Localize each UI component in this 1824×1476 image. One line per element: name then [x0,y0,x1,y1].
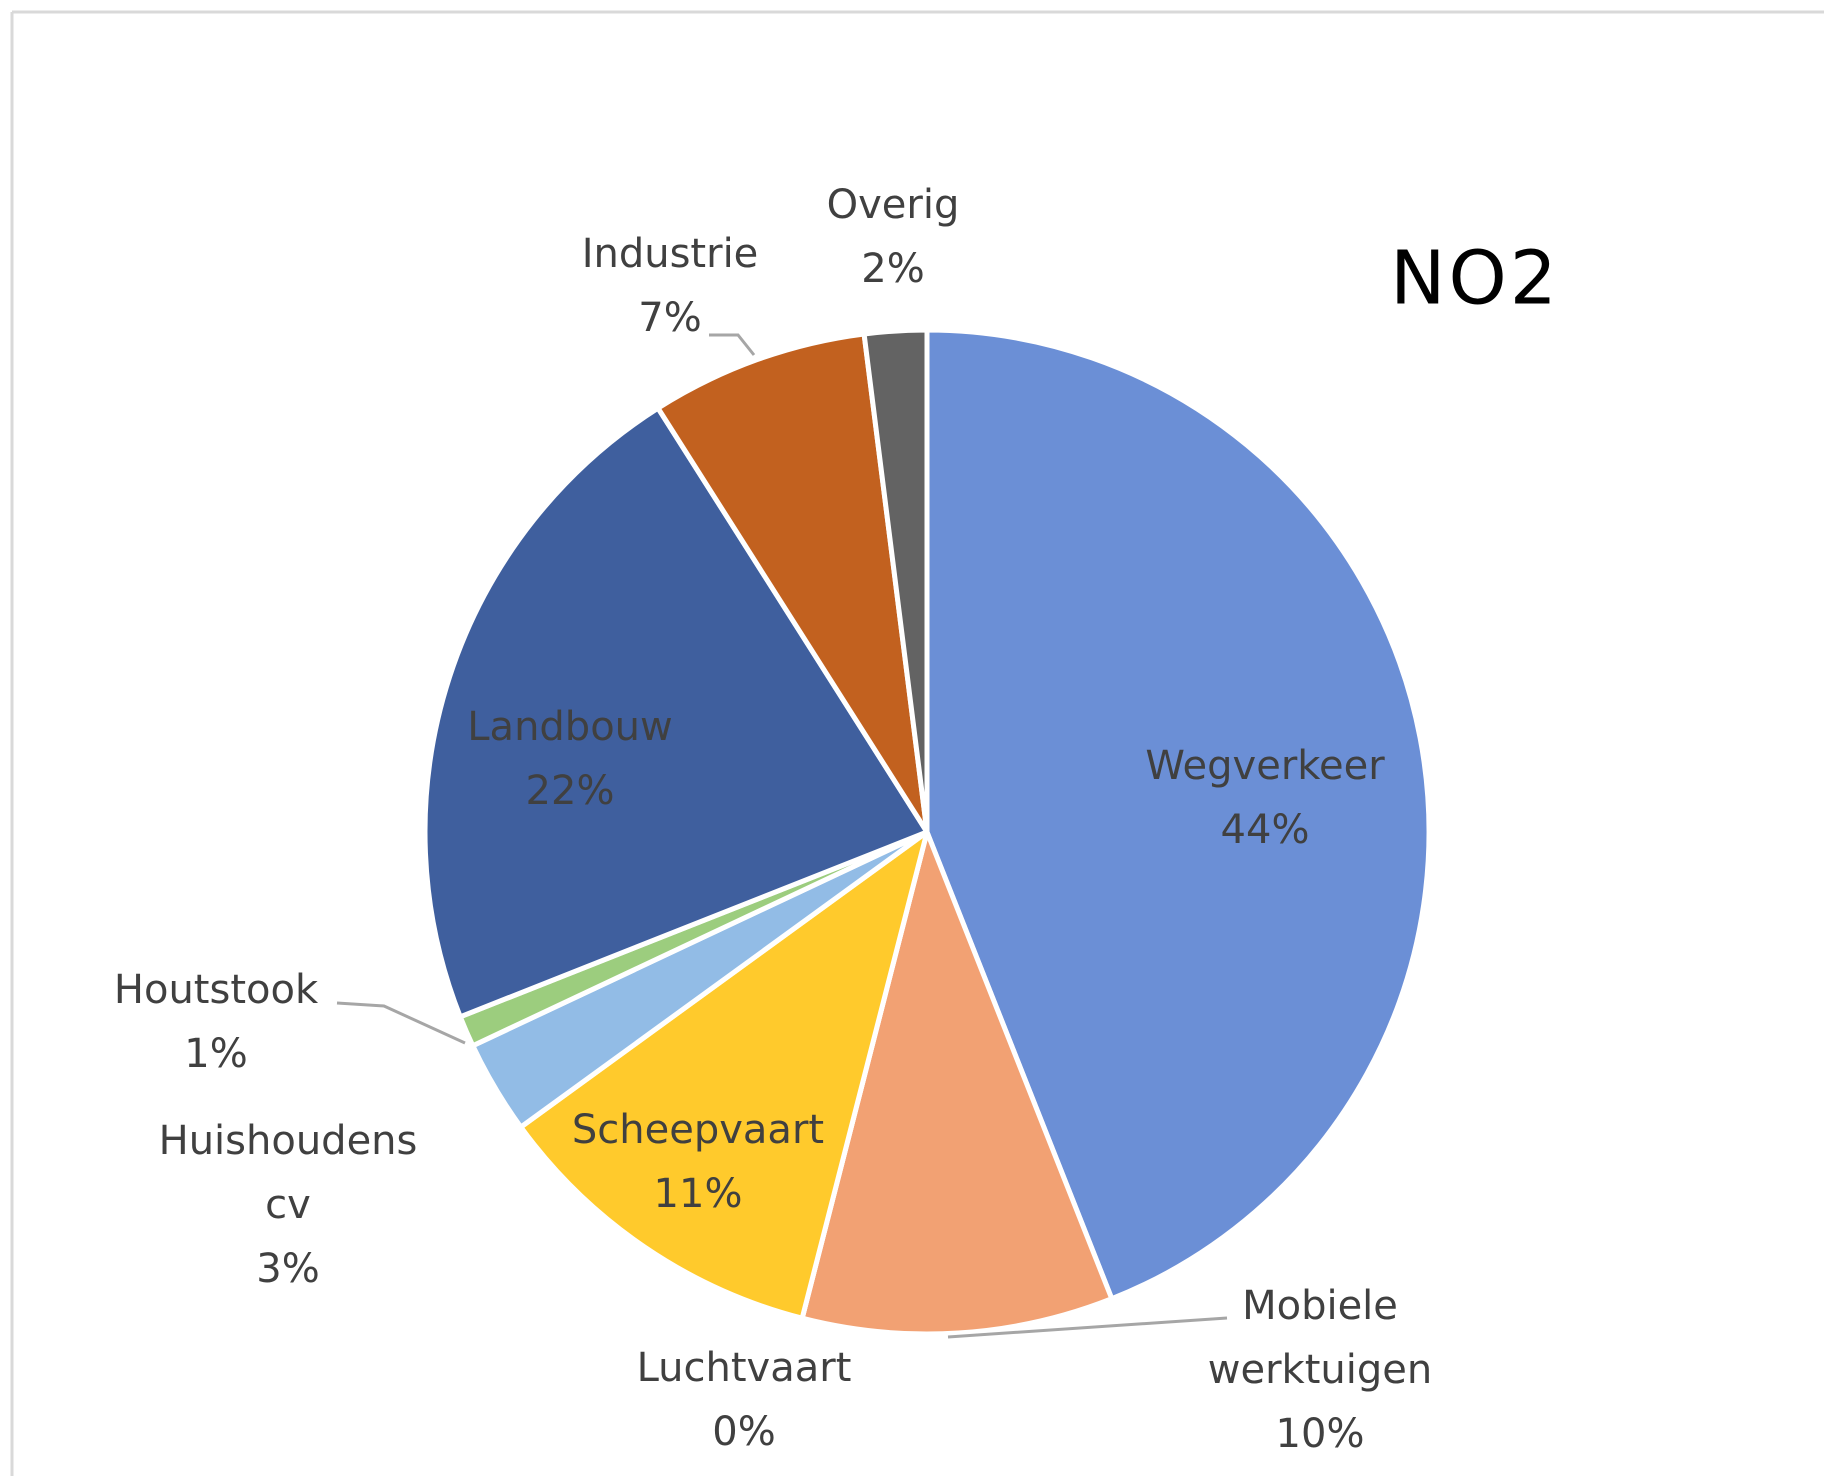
pie-slice [799,829,1115,1337]
label-line: Overig [827,182,960,228]
pie-slice [422,405,930,1020]
data-label-value: 3% [256,1246,319,1292]
data-label-value: 7% [638,295,701,341]
data-label-name: Overig [827,182,960,228]
label-line: Mobiele [1242,1283,1398,1329]
data-label-value: 10% [1276,1411,1365,1457]
pie-slice [518,829,930,1321]
pie-slice [861,327,930,835]
leader-line [336,1001,466,1045]
label-line: Huishoudens [159,1118,418,1164]
data-label-value: 44% [1221,807,1310,853]
pie [422,327,1432,1337]
data-label-name: Houtstook [114,967,319,1013]
data-label-value: 11% [654,1171,743,1217]
data-label-name: Wegverkeer [1145,743,1385,789]
label-line: Houtstook [114,967,319,1013]
data-label-name: Scheepvaart [572,1107,824,1153]
data-label-name: Landbouw [467,704,672,750]
label-line: cv [265,1182,311,1228]
label-line: Landbouw [467,704,672,750]
data-label-name: Mobiele werktuigen [1208,1283,1432,1393]
label-line: Luchtvaart [637,1345,852,1391]
data-label-value: 2% [861,246,924,292]
data-label-name: Industrie [582,231,759,277]
leader-line [947,1316,1228,1339]
data-label-name: Huishoudens cv [159,1118,418,1228]
pie-slice [655,331,930,835]
data-label-value: 0% [712,1409,775,1455]
label-line: Industrie [582,231,759,277]
label-line: Wegverkeer [1145,743,1385,789]
pie-slice [924,327,1432,1302]
data-label-value: 22% [526,768,615,814]
data-label-name: Luchtvaart [637,1345,852,1391]
label-line: werktuigen [1208,1347,1432,1393]
data-label-value: 1% [184,1031,247,1077]
chart-title: NO2 [1390,236,1560,322]
label-line: Scheepvaart [572,1107,824,1153]
leader-line [709,333,756,356]
